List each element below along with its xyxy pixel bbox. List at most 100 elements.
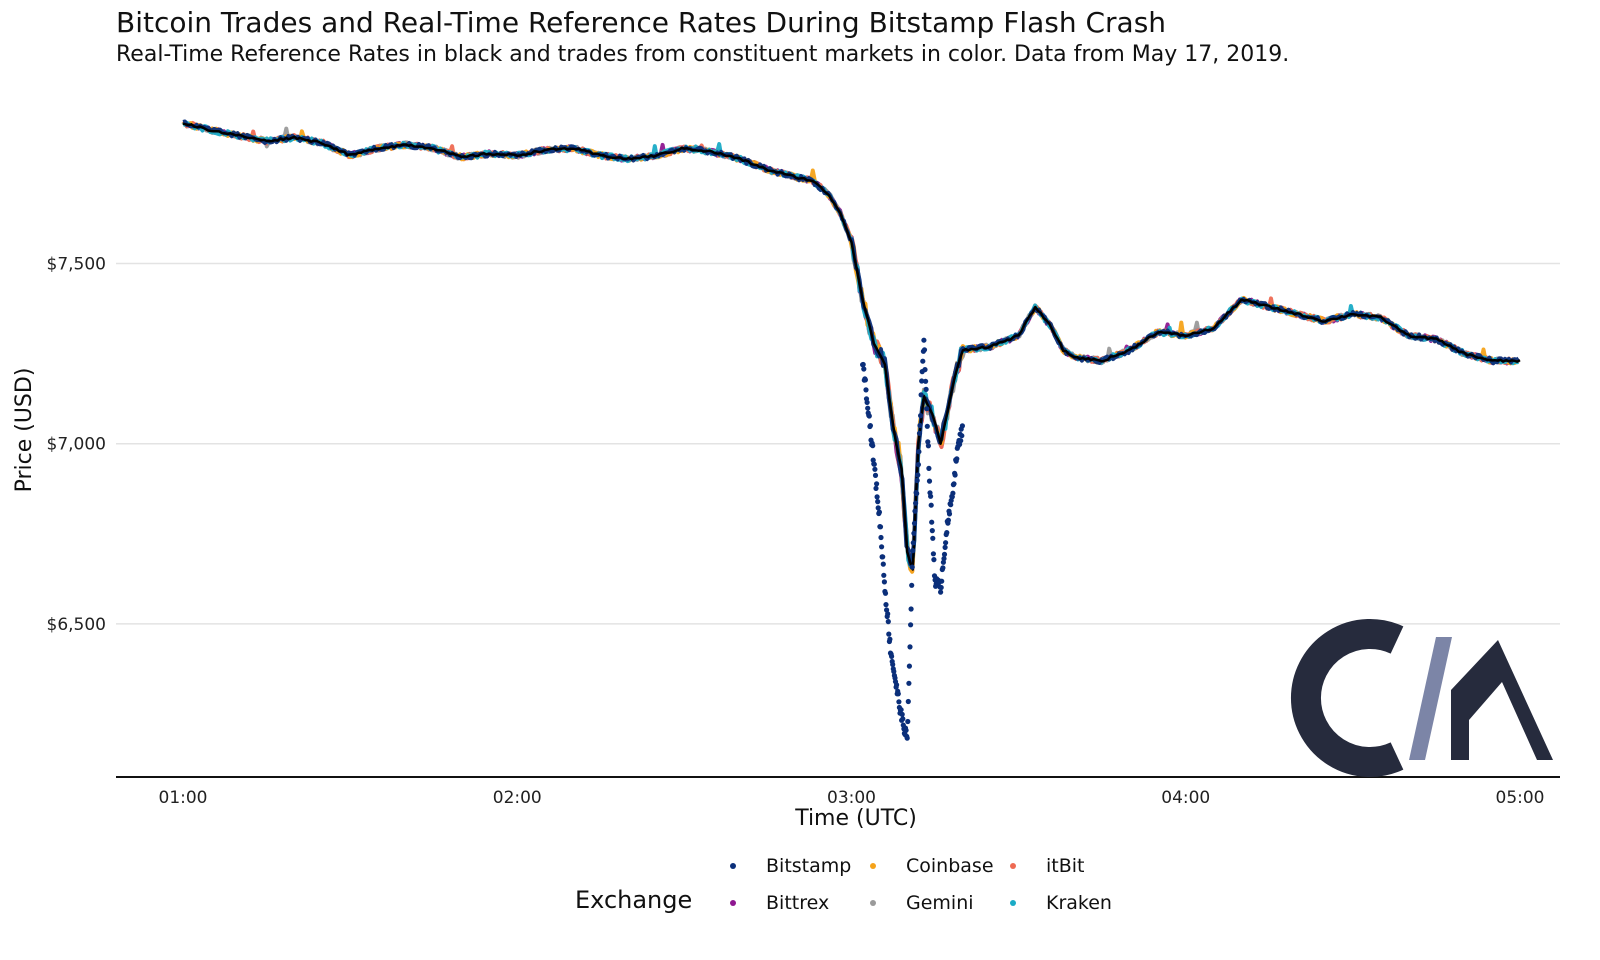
- bitstamp-trade-point: [959, 433, 965, 439]
- bitstamp-trade-point: [941, 551, 948, 558]
- series-coinbase: [181, 121, 1521, 574]
- bitstamp-trade-point: [911, 520, 918, 526]
- bitstamp-trade-point: [942, 544, 948, 551]
- bitstamp-trade-point: [925, 443, 932, 449]
- bitstamp-trade-point: [872, 472, 879, 478]
- bitstamp-trade-point: [894, 682, 900, 688]
- bitstamp-trade-point: [881, 579, 888, 585]
- bitstamp-trade-point: [896, 699, 902, 705]
- bitstamp-trade-point: [899, 711, 905, 718]
- bitstamp-trade-point: [923, 386, 929, 392]
- bitstamp-trade-point: [925, 439, 931, 445]
- bitstamp-trade-point: [890, 661, 896, 668]
- bitstamp-trade-point: [908, 622, 914, 628]
- gridlines: [116, 262, 1560, 625]
- bitstamp-trade-point: [924, 423, 930, 429]
- x-tick-label: 03:00: [827, 788, 876, 808]
- bitstamp-trade-point: [915, 462, 922, 468]
- legend-label: Coinbase: [906, 855, 994, 877]
- y-tick-label: $6,500: [47, 615, 106, 635]
- x-tick-label: 04:00: [1161, 788, 1210, 808]
- bitstamp-trade-point: [941, 556, 947, 562]
- trades-line: [182, 119, 1520, 567]
- reference-rate-line: [182, 122, 1521, 571]
- bitstamp-trade-point: [924, 406, 930, 412]
- bitstamp-trade-point: [939, 578, 945, 584]
- bitstamp-trade-point: [926, 478, 933, 484]
- legend-item-bitstamp: Bitstamp: [730, 855, 851, 877]
- bitstamp-trade-point: [871, 461, 877, 467]
- y-axis-title: Price (USD): [12, 368, 37, 493]
- bitstamp-trade-point: [951, 481, 957, 487]
- bitstamp-trade-point: [883, 602, 889, 608]
- chart-subtitle: Real-Time Reference Rates in black and t…: [116, 42, 1290, 67]
- legend-label: Gemini: [906, 892, 974, 914]
- x-tick-labels: 01:00 02:00 03:00 04:00 05:00: [159, 788, 1545, 808]
- bitstamp-trade-point: [928, 493, 934, 499]
- bitstamp-trade-point: [891, 668, 897, 675]
- bitstamp-trade-point: [911, 530, 917, 536]
- bitstamp-trade-point: [910, 548, 916, 554]
- bitstamp-trade-point: [914, 477, 920, 484]
- bitstamp-trade-point: [895, 691, 901, 697]
- bitstamp-trade-point: [946, 511, 953, 517]
- cm-logo: [1291, 619, 1553, 777]
- legend-item-gemini: Gemini: [870, 892, 974, 914]
- legend-swatch: [870, 863, 876, 869]
- bitstamp-trade-point: [878, 534, 884, 541]
- bitstamp-trade-point: [926, 465, 932, 471]
- bitstamp-trade-point: [875, 499, 881, 505]
- bitstamp-trade-point: [906, 680, 912, 686]
- bitstamp-trade-point: [861, 366, 867, 372]
- bitstamp-trade-point: [904, 735, 910, 741]
- bitstamp-trade-point: [912, 508, 918, 514]
- trades-line: [181, 121, 1521, 574]
- bitstamp-trade-point: [882, 590, 889, 596]
- bitstamp-trade-point: [865, 405, 871, 411]
- bitstamp-trade-point: [907, 644, 913, 650]
- legend-item-bittrex: Bittrex: [730, 892, 829, 914]
- bitstamp-trade-point: [905, 718, 911, 725]
- bitstamp-trade-point: [889, 653, 895, 660]
- chart-title: Bitcoin Trades and Real-Time Reference R…: [116, 6, 1167, 39]
- series-layer: [181, 119, 1521, 574]
- bitstamp-trade-point: [938, 584, 944, 591]
- bitstamp-trade-point: [959, 423, 966, 429]
- bitstamp-trade-point: [913, 500, 919, 506]
- bitstamp-crash-layer: [860, 337, 966, 741]
- bitstamp-trade-point: [931, 557, 937, 563]
- bitstamp-trade-point: [881, 572, 887, 578]
- bitstamp-trade-point: [917, 422, 923, 429]
- bitstamp-trade-point: [880, 554, 886, 560]
- legend-swatch: [1010, 863, 1016, 869]
- bitstamp-trade-point: [922, 367, 928, 373]
- bitstamp-trade-point: [885, 619, 891, 625]
- bitstamp-trade-point: [958, 438, 964, 444]
- bitstamp-trade-point: [887, 636, 893, 642]
- reference-rate-layer: [182, 122, 1521, 571]
- bitstamp-trade-point: [862, 377, 869, 383]
- series-bittrex: [182, 120, 1520, 569]
- bitstamp-trade-point: [886, 631, 892, 637]
- bitstamp-trade-point: [921, 337, 927, 343]
- series-gemini: [181, 120, 1520, 574]
- bitstamp-trade-point: [877, 524, 884, 530]
- bitstamp-trade-point: [874, 494, 880, 500]
- bitstamp-trade-point: [870, 443, 876, 449]
- bitstamp-trade-point: [909, 564, 915, 570]
- legend-label: itBit: [1046, 855, 1085, 877]
- bitstamp-trade-point: [920, 358, 926, 364]
- bitstamp-trade-point: [943, 540, 949, 546]
- bitstamp-trade-point: [909, 582, 915, 588]
- x-tick-label: 01:00: [159, 788, 208, 808]
- bitstamp-trade-point: [940, 565, 946, 571]
- bitstamp-trade-point: [945, 517, 952, 523]
- bitstamp-trade-point: [930, 535, 936, 541]
- bitstamp-trade-point: [875, 505, 881, 511]
- bitstamp-trade-point: [874, 481, 880, 487]
- legend-item-itbit: itBit: [1010, 855, 1085, 877]
- bitstamp-trade-point: [898, 707, 904, 713]
- legend-title: Exchange: [575, 886, 693, 914]
- legend-swatch: [730, 900, 736, 906]
